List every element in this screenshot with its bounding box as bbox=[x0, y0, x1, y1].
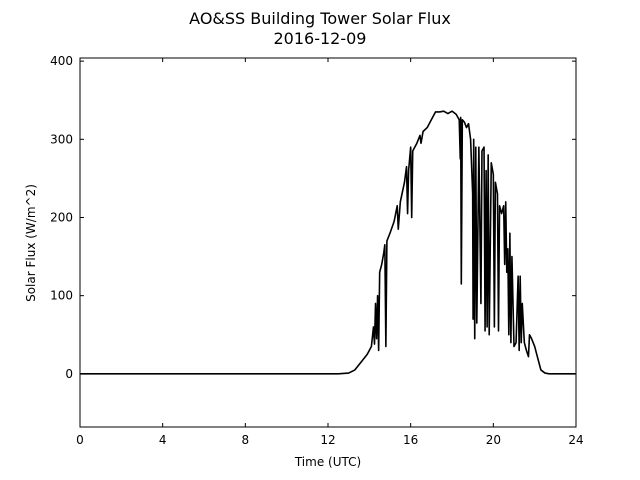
series-line bbox=[80, 110, 576, 375]
y-tick-label: 0 bbox=[65, 367, 73, 381]
x-tick-label: 20 bbox=[486, 433, 501, 447]
chart-title: AO&SS Building Tower Solar Flux bbox=[189, 9, 451, 28]
x-tick-label: 8 bbox=[242, 433, 250, 447]
y-axis-label: Solar Flux (W/m^2) bbox=[24, 184, 38, 302]
x-tick-label: 0 bbox=[76, 433, 84, 447]
y-tick-label: 400 bbox=[50, 54, 73, 68]
x-tick-label: 24 bbox=[568, 433, 583, 447]
x-tick-label: 16 bbox=[403, 433, 418, 447]
y-tick-label: 200 bbox=[50, 210, 73, 224]
chart-subtitle: 2016-12-09 bbox=[274, 29, 367, 48]
y-tick-label: 300 bbox=[50, 132, 73, 146]
x-axis-label: Time (UTC) bbox=[294, 455, 361, 469]
y-tick-label: 100 bbox=[50, 289, 73, 303]
x-tick-label: 12 bbox=[320, 433, 335, 447]
plot-frame bbox=[79, 57, 577, 428]
x-tick-label: 4 bbox=[159, 433, 167, 447]
